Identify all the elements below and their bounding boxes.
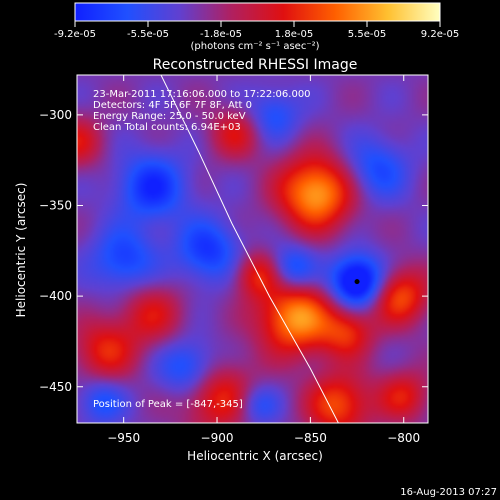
colorbar-tick-label: -9.2e-05 bbox=[54, 29, 96, 40]
colorbar-unit: (photons cm⁻² s⁻¹ asec⁻²) bbox=[190, 41, 319, 52]
x-tick-label: −800 bbox=[387, 431, 420, 445]
colorbar-tick-label: 1.8e-05 bbox=[275, 29, 313, 40]
chart-title: Reconstructed RHESSI Image bbox=[153, 57, 358, 73]
colorbar-tick-label: -1.8e-05 bbox=[200, 29, 242, 40]
annotation-counts: Clean Total counts: 6.94E+03 bbox=[93, 122, 241, 133]
x-axis-label: Heliocentric X (arcsec) bbox=[187, 449, 323, 463]
colorbar-ticks: -9.2e-05 -5.5e-05 -1.8e-05 1.8e-05 5.5e-05 9.… bbox=[54, 21, 459, 40]
x-axis: −950 −900 −850 −800 bbox=[107, 75, 420, 445]
annotation-time: 23-Mar-2011 17:16:06.000 to 17:22:06.000 bbox=[93, 89, 311, 100]
y-tick-label: −400 bbox=[39, 289, 72, 303]
y-tick-label: −300 bbox=[39, 108, 72, 122]
y-axis-label: Heliocentric Y (arcsec) bbox=[14, 183, 28, 318]
annotation-energy: Energy Range: 25.0 - 50.0 keV bbox=[93, 111, 246, 122]
colorbar-tick-label: 9.2e-05 bbox=[421, 29, 459, 40]
plot-frame bbox=[76, 74, 429, 424]
y-tick-label: −350 bbox=[39, 199, 72, 213]
x-tick-label: −900 bbox=[201, 431, 234, 445]
heatmap-area bbox=[77, 75, 428, 423]
peak-label: Position of Peak = [-847,-345] bbox=[93, 399, 243, 410]
x-tick-label: −950 bbox=[107, 431, 140, 445]
x-tick-label: −850 bbox=[294, 431, 327, 445]
colorbar-tick-label: -5.5e-05 bbox=[127, 29, 169, 40]
y-tick-label: −450 bbox=[39, 380, 72, 394]
colorbar bbox=[74, 2, 441, 22]
solar-limb bbox=[160, 75, 339, 423]
heatmap-image bbox=[77, 75, 428, 423]
footer-date: 16-Aug-2013 07:27 bbox=[400, 487, 497, 498]
annotation-detectors: Detectors: 4F 5F 6F 7F 8F, Att 0 bbox=[93, 100, 252, 111]
annotations: 23-Mar-2011 17:16:06.000 to 17:22:06.000… bbox=[93, 89, 311, 410]
colorbar-tick-label: 5.5e-05 bbox=[348, 29, 386, 40]
peak-marker bbox=[354, 279, 360, 285]
y-axis: −300 −350 −400 −450 bbox=[39, 108, 428, 394]
